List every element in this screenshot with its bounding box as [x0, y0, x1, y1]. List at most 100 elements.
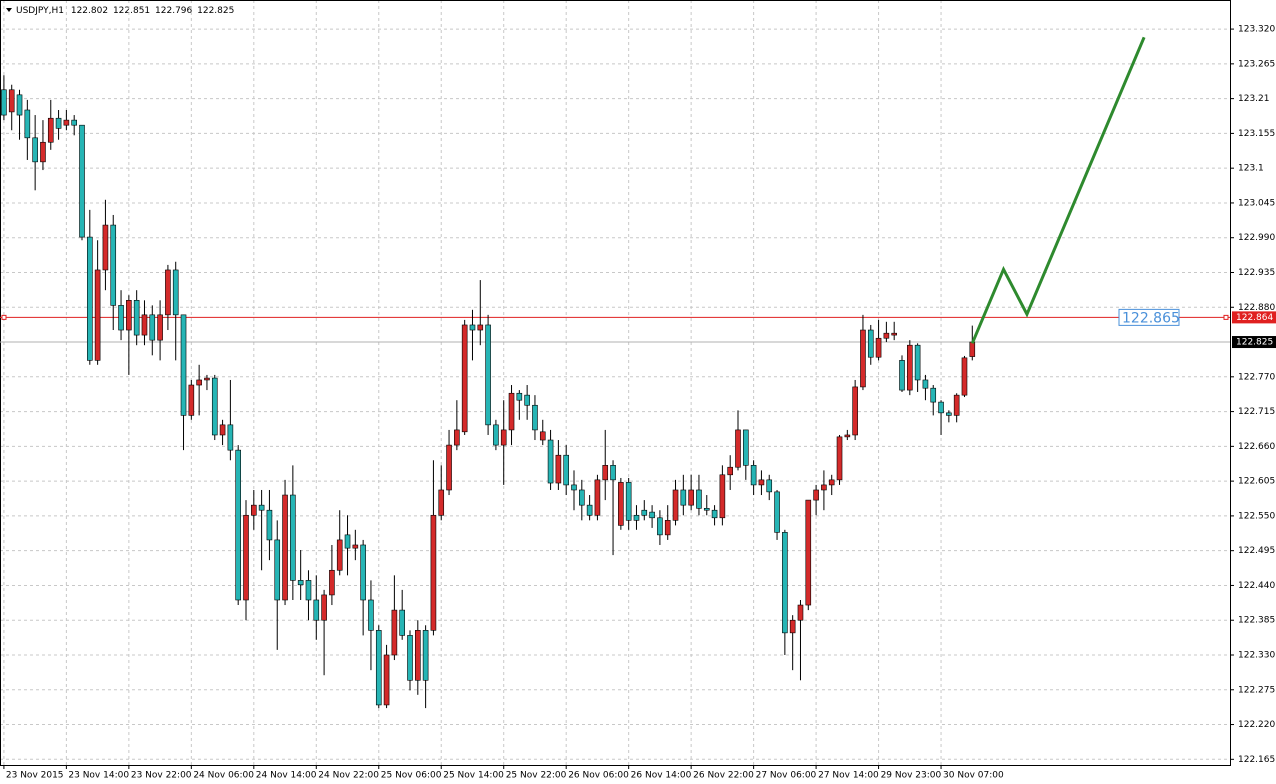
- candle-body: [797, 604, 804, 621]
- y-tick-label: 122.880: [1238, 303, 1275, 313]
- candle-body: [188, 384, 195, 416]
- candle-body: [196, 379, 202, 386]
- candle-body: [211, 377, 218, 436]
- x-tick-label: 26 Nov 22:00: [693, 771, 754, 781]
- candle-body: [227, 424, 234, 451]
- candle-body: [625, 482, 632, 521]
- candle-body: [344, 534, 351, 549]
- candle-body: [586, 504, 593, 516]
- y-tick-label: 122.935: [1238, 268, 1275, 278]
- candle-body: [399, 609, 405, 636]
- level-handle: [1, 314, 7, 320]
- candle-body: [141, 314, 148, 336]
- candle-body: [774, 491, 780, 533]
- candle-body: [375, 630, 382, 706]
- y-tick-label: 123.045: [1238, 198, 1275, 208]
- candle-body: [204, 377, 210, 381]
- candle-body: [126, 300, 132, 331]
- y-tick-label: 122.495: [1238, 546, 1275, 556]
- candle-body: [71, 119, 77, 126]
- candle-body: [508, 392, 515, 431]
- level-tag: 122.865: [1122, 310, 1180, 326]
- level-handle: [1223, 314, 1229, 320]
- candle-body: [8, 89, 15, 113]
- candle-body: [235, 449, 241, 601]
- y-tick-label: 122.715: [1238, 407, 1275, 417]
- candle-body: [922, 379, 929, 389]
- y-tick-label: 122.330: [1238, 650, 1275, 660]
- candle-body: [219, 424, 226, 436]
- candle-body: [16, 94, 23, 116]
- candle-body: [94, 269, 101, 361]
- candle-body: [571, 484, 577, 491]
- candle-body: [352, 544, 359, 549]
- candle-body: [55, 117, 62, 129]
- candle-body: [305, 580, 312, 601]
- candle-body: [243, 514, 249, 601]
- candle-body: [961, 357, 968, 396]
- candle-body: [813, 489, 819, 501]
- candle-body: [782, 532, 788, 634]
- candle-body: [594, 479, 601, 516]
- x-tick-label: 26 Nov 06:00: [568, 771, 629, 781]
- candle-body: [938, 401, 944, 414]
- candle-body: [415, 630, 421, 681]
- candle-body: [750, 465, 757, 486]
- candle-body: [532, 404, 538, 431]
- candle-body: [610, 465, 616, 481]
- x-tick-label: 27 Nov 14:00: [818, 771, 879, 781]
- candle-body: [735, 429, 741, 468]
- candle-body: [953, 394, 960, 416]
- header-low: 122.796: [155, 6, 192, 16]
- candle-body: [258, 504, 265, 511]
- candle-body: [360, 544, 366, 601]
- candle-body: [743, 429, 749, 466]
- candle-body: [24, 109, 31, 139]
- bid-price-box: [1232, 336, 1276, 349]
- y-tick-label: 123.1: [1238, 164, 1264, 174]
- candle-body: [821, 484, 827, 491]
- x-tick-label: 25 Nov 14:00: [443, 771, 504, 781]
- candle-body: [321, 594, 327, 621]
- candle-body: [641, 509, 648, 516]
- candle-body: [446, 444, 452, 491]
- candle-body: [32, 137, 38, 163]
- candle-body: [313, 599, 320, 621]
- candle-body: [844, 434, 851, 438]
- y-tick-label: 123.265: [1238, 59, 1275, 69]
- candle-body: [266, 509, 273, 541]
- y-tick-label: 122.550: [1238, 511, 1275, 521]
- candle-body: [907, 344, 913, 391]
- menu-arrow[interactable]: [6, 8, 12, 12]
- y-tick-label: 122.275: [1238, 685, 1275, 695]
- x-tick-label: 23 Nov 14:00: [68, 771, 129, 781]
- y-tick-label: 123.21: [1238, 94, 1270, 104]
- candle-body: [493, 424, 499, 446]
- x-tick-label: 24 Nov 22:00: [318, 771, 379, 781]
- candle-body: [477, 324, 484, 331]
- y-tick-label: 122.220: [1238, 720, 1275, 730]
- candle-body: [165, 269, 171, 316]
- x-tick-label: 24 Nov 14:00: [256, 771, 317, 781]
- candle-body: [766, 479, 773, 493]
- candle-body: [555, 454, 562, 484]
- x-tick-label: 25 Nov 22:00: [506, 771, 567, 781]
- y-tick-label: 122.990: [1238, 233, 1275, 243]
- y-tick-label: 122.440: [1238, 581, 1275, 591]
- projection-line: [970, 36, 1146, 344]
- candle-body: [719, 474, 726, 519]
- candle-body: [524, 394, 530, 406]
- candle-body: [461, 324, 468, 433]
- y-tick-label: 123.155: [1238, 129, 1275, 139]
- plot-border: [0, 0, 1231, 766]
- candle-body: [836, 436, 843, 481]
- candle-body: [149, 314, 156, 341]
- x-tick-label: 23 Nov 22:00: [131, 771, 192, 781]
- candle-body: [899, 360, 905, 391]
- chart-header: USDJPY,H1 122.802 122.851 122.796 122.82…: [16, 6, 234, 16]
- candle-body: [696, 489, 702, 509]
- candle-body: [282, 494, 288, 601]
- candle-body: [664, 520, 671, 536]
- candle-body: [649, 511, 655, 519]
